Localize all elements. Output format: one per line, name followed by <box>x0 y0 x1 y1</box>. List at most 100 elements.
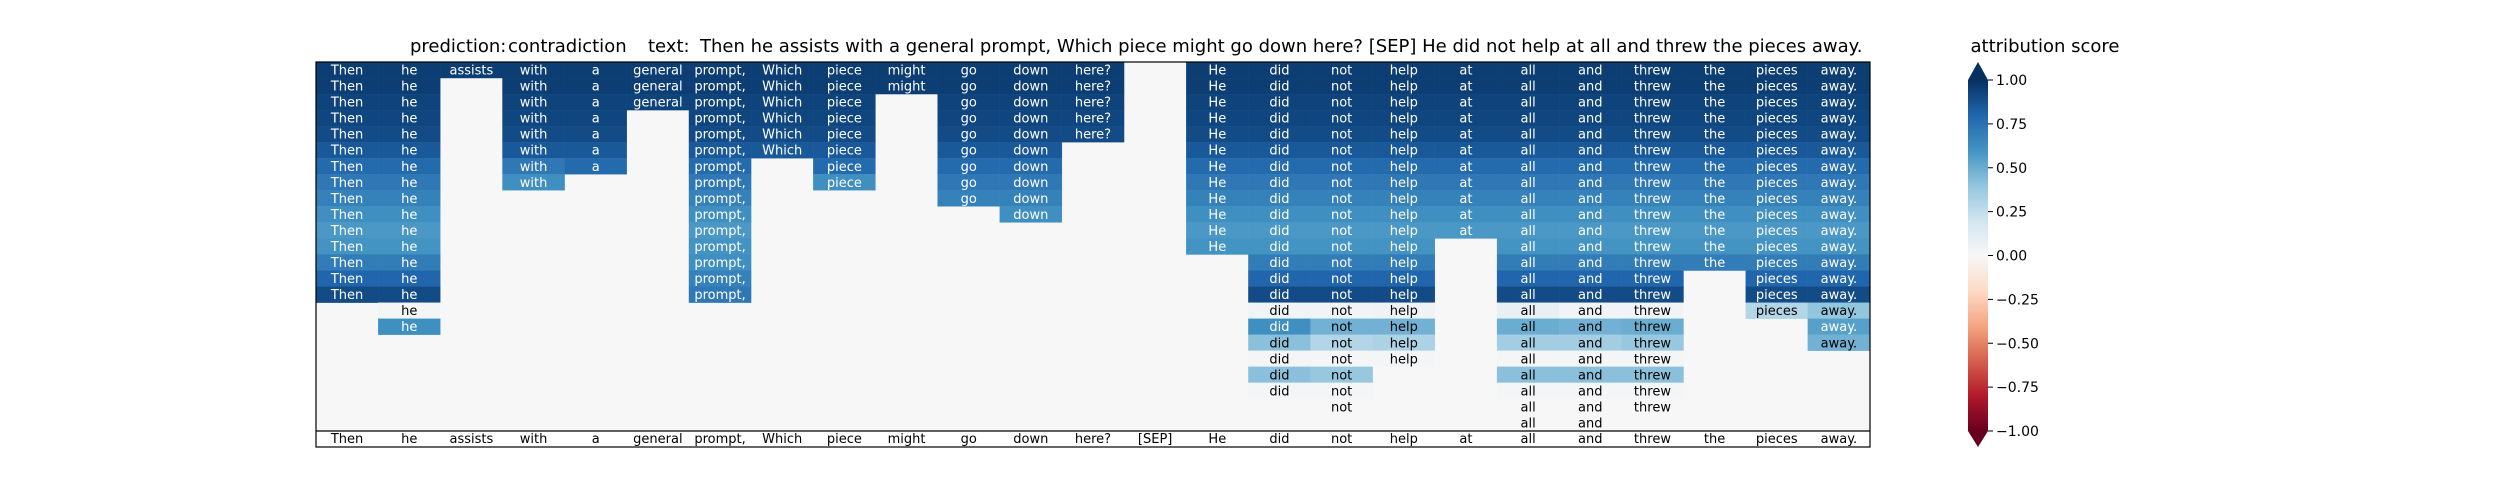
heatmap-cell-token: all <box>1521 368 1536 383</box>
heatmap-cell-token: Then <box>330 128 363 143</box>
heatmap-cell-token: he <box>401 320 417 335</box>
heatmap-cell-token: and <box>1578 160 1602 175</box>
heatmap-cell-token: the <box>1704 112 1725 127</box>
x-tick-label: piece <box>827 432 862 447</box>
heatmap-cell-token: all <box>1521 352 1536 367</box>
heatmap-cell-token: help <box>1390 112 1418 127</box>
colorbar-ticks: 1.00 0.75 0.50 0.25 0.00 −0.25 −0.50 −0.75 −1.00 <box>1988 73 2039 440</box>
heatmap-cell-token: and <box>1578 192 1602 207</box>
heatmap-cell-token: not <box>1331 192 1352 207</box>
heatmap-cell-token: away. <box>1821 336 1858 351</box>
heatmap-cell-token: did <box>1269 272 1289 287</box>
heatmap-cell-token: threw <box>1634 288 1671 303</box>
heatmap-cell-token: with <box>520 160 548 175</box>
heatmap-cell-token: He <box>1208 128 1226 143</box>
colorbar-label: attribution score <box>1971 36 2120 57</box>
heatmap-cell-token: and <box>1578 368 1602 383</box>
heatmap-cell-token: here? <box>1075 80 1111 95</box>
heatmap-cell-token: He <box>1208 208 1226 223</box>
heatmap-cell-token: not <box>1331 368 1352 383</box>
heatmap-cell-token: the <box>1704 96 1725 111</box>
heatmap-cell-token: help <box>1390 208 1418 223</box>
heatmap-cell-token: go <box>961 192 977 207</box>
heatmap-cell-token: not <box>1331 112 1352 127</box>
heatmap: ThenThenThenThenThenThenThenThenThenThen… <box>315 61 1871 431</box>
heatmap-cell <box>1621 398 1684 416</box>
heatmap-cell-token: he <box>401 144 417 159</box>
heatmap-cell-token: did <box>1269 336 1289 351</box>
colorbar-tick-label: 0.75 <box>1996 117 2027 133</box>
heatmap-cell-token: help <box>1390 160 1418 175</box>
heatmap-cell-token: at <box>1459 128 1472 143</box>
heatmap-cell-token: down <box>1013 176 1048 191</box>
heatmap-cell-token: help <box>1390 176 1418 191</box>
heatmap-cell-token: not <box>1331 144 1352 159</box>
heatmap-cell-token: away. <box>1821 240 1858 255</box>
heatmap-cell-token: all <box>1521 272 1536 287</box>
heatmap-cell-token: did <box>1269 256 1289 271</box>
heatmap-cell-token: all <box>1521 64 1536 79</box>
heatmap-cell-token: he <box>401 272 417 287</box>
heatmap-cell-token: Which <box>762 64 802 79</box>
heatmap-cell-token: and <box>1578 416 1602 431</box>
heatmap-cell-token: pieces <box>1756 272 1798 287</box>
heatmap-cell-token: pieces <box>1756 304 1798 319</box>
heatmap-cell-token: away. <box>1821 288 1858 303</box>
title-prediction-value: contradiction <box>508 36 627 57</box>
heatmap-cell-token: go <box>961 112 977 127</box>
heatmap-cell-token: down <box>1013 160 1048 175</box>
heatmap-cell-token: Then <box>330 112 363 127</box>
heatmap-cell-token: prompt, <box>694 160 745 175</box>
heatmap-cell-token: the <box>1704 128 1725 143</box>
heatmap-cell-token: away. <box>1821 272 1858 287</box>
heatmap-cell-token: and <box>1578 352 1602 367</box>
heatmap-cell-token: down <box>1013 96 1048 111</box>
heatmap-cell-token: not <box>1331 384 1352 399</box>
heatmap-cell-token: away. <box>1821 224 1858 239</box>
heatmap-cell-token: Then <box>330 288 363 303</box>
x-tick-label: general <box>633 432 682 447</box>
heatmap-cell-token: pieces <box>1756 208 1798 223</box>
heatmap-cell-token: a <box>592 160 600 175</box>
heatmap-cell-token: not <box>1331 80 1352 95</box>
heatmap-cell-token: threw <box>1634 320 1671 335</box>
heatmap-cell-token: he <box>401 176 417 191</box>
heatmap-cell-token: he <box>401 256 417 271</box>
heatmap-cell-token: prompt, <box>694 240 745 255</box>
x-tick-label: might <box>888 432 926 447</box>
heatmap-cell-token: pieces <box>1756 160 1798 175</box>
heatmap-cell-token: Then <box>330 224 363 239</box>
heatmap-cell-token: and <box>1578 176 1602 191</box>
heatmap-cell-token: threw <box>1634 368 1671 383</box>
heatmap-cell-token: prompt, <box>694 176 745 191</box>
heatmap-cell-token: and <box>1578 288 1602 303</box>
heatmap-cell-token: pieces <box>1756 144 1798 159</box>
heatmap-cell-token: help <box>1390 128 1418 143</box>
heatmap-cell-token: the <box>1704 224 1725 239</box>
heatmap-cell-token: a <box>592 112 600 127</box>
x-tick-label: all <box>1521 432 1536 447</box>
heatmap-cell <box>999 206 1063 223</box>
heatmap-cell-token: away. <box>1821 256 1858 271</box>
heatmap-cell-token: all <box>1521 192 1536 207</box>
heatmap-cell-token: did <box>1269 80 1289 95</box>
heatmap-cell-token: did <box>1269 176 1289 191</box>
colorbar-tick-label: 0.50 <box>1996 161 2027 177</box>
heatmap-cell-token: he <box>401 304 417 319</box>
heatmap-cell-token: not <box>1331 400 1352 415</box>
heatmap-cell-token: prompt, <box>694 208 745 223</box>
heatmap-cell-token: might <box>888 80 926 95</box>
heatmap-cell-token: down <box>1013 112 1048 127</box>
heatmap-cell-token: he <box>401 192 417 207</box>
heatmap-cell-token: He <box>1208 96 1226 111</box>
heatmap-cell-token: with <box>520 80 548 95</box>
heatmap-cell-token: Then <box>330 192 363 207</box>
heatmap-cell-token: piece <box>827 80 862 95</box>
heatmap-cell-token: threw <box>1634 304 1671 319</box>
heatmap-cell-token: down <box>1013 80 1048 95</box>
heatmap-cell-token: piece <box>827 176 862 191</box>
heatmap-cell-token: not <box>1331 320 1352 335</box>
heatmap-cell-token: go <box>961 176 977 191</box>
heatmap-cell-token: Then <box>330 176 363 191</box>
